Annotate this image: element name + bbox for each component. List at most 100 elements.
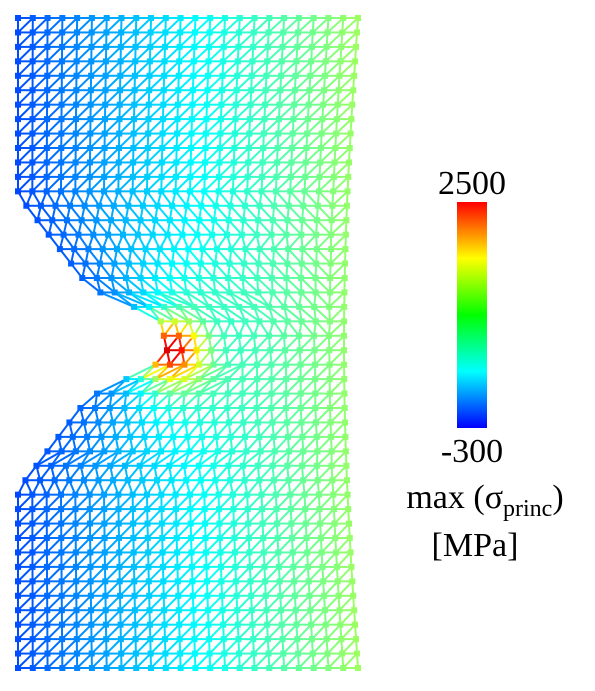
mesh-node: [58, 145, 65, 151]
mesh-edge: [183, 378, 214, 395]
mesh-node: [86, 520, 93, 527]
mesh-node: [86, 491, 93, 498]
mesh-node: [289, 549, 296, 556]
mesh-node: [117, 621, 124, 628]
mesh-node: [231, 535, 238, 541]
mesh-node: [191, 29, 198, 36]
mesh-node: [143, 491, 150, 498]
mesh-node: [123, 390, 130, 397]
mesh-node: [115, 535, 122, 541]
mesh-node: [101, 506, 108, 513]
mesh-node: [146, 607, 153, 614]
mesh-node: [159, 145, 166, 151]
mesh-node: [343, 217, 350, 224]
mesh-node: [113, 246, 120, 253]
mesh-node: [302, 173, 309, 180]
mesh-node: [317, 520, 324, 527]
colorbar-max: 2500: [438, 165, 506, 202]
mesh-node: [29, 650, 36, 657]
mesh-node: [212, 260, 219, 267]
mesh-node: [81, 202, 88, 209]
mesh-edge: [193, 306, 218, 323]
mesh-node: [310, 665, 317, 671]
mesh-node: [158, 506, 165, 513]
mesh-node: [268, 376, 275, 383]
mesh-node: [347, 549, 354, 556]
mesh-node: [320, 101, 327, 108]
mesh-node: [342, 448, 349, 455]
mesh-node: [341, 405, 348, 411]
mesh-node: [284, 318, 291, 325]
mesh-node: [312, 318, 319, 325]
mesh-node: [279, 43, 286, 50]
mesh-edge: [94, 450, 120, 467]
mesh-node: [108, 390, 115, 397]
mesh-node: [250, 636, 257, 643]
mesh-node: [168, 477, 175, 484]
mesh-edge: [253, 306, 275, 323]
mesh-node: [29, 636, 36, 643]
mesh-node: [145, 101, 152, 108]
mesh-node: [330, 188, 337, 195]
mesh-node: [333, 563, 340, 570]
mesh-node: [308, 636, 315, 643]
mesh-node: [297, 275, 304, 281]
mesh-node: [283, 275, 290, 281]
mesh-node: [333, 130, 340, 137]
mesh-node: [88, 636, 95, 643]
mesh-node: [235, 332, 242, 339]
mesh-node: [97, 289, 104, 296]
mesh-node: [248, 607, 255, 614]
mesh-node: [87, 116, 94, 123]
mesh-node: [165, 405, 172, 411]
mesh-node: [169, 202, 176, 209]
mesh-node: [221, 303, 228, 310]
mesh-node: [210, 275, 217, 281]
mesh-node: [87, 101, 94, 108]
mesh-node: [143, 188, 150, 195]
mesh-node: [183, 202, 190, 209]
mesh-node: [254, 390, 261, 397]
mesh-node: [204, 607, 211, 614]
mesh-node: [15, 563, 21, 570]
mesh-node: [259, 173, 266, 180]
mesh-node: [15, 58, 21, 65]
mesh-node: [117, 592, 124, 599]
mesh-node: [144, 520, 151, 527]
mesh-node: [297, 405, 304, 411]
mesh-node: [278, 72, 285, 79]
mesh-node: [203, 101, 210, 108]
mesh-node: [57, 491, 64, 498]
mesh-node: [199, 246, 206, 253]
mesh-node: [166, 462, 173, 469]
mesh-node: [300, 448, 307, 455]
mesh-node: [272, 188, 279, 195]
mesh-node: [44, 87, 51, 94]
mesh-node: [127, 433, 134, 440]
mesh-node: [279, 636, 286, 643]
mesh-node: [299, 462, 306, 469]
mesh-node: [284, 462, 291, 469]
mesh-node: [175, 332, 182, 339]
mesh-node: [87, 592, 94, 599]
mesh-edge: [163, 306, 190, 323]
mesh-node: [176, 303, 183, 310]
mesh-node: [189, 592, 196, 599]
mesh-node: [256, 318, 263, 325]
mesh-edge: [80, 450, 105, 467]
mesh-node: [337, 621, 344, 628]
mesh-edge: [125, 378, 156, 395]
mesh-node: [311, 303, 318, 310]
mesh-node: [327, 289, 334, 296]
mesh-node: [268, 405, 275, 411]
mesh-node: [144, 173, 151, 180]
mesh-node: [88, 72, 95, 79]
mesh-edge: [223, 306, 246, 323]
mesh-node: [106, 405, 113, 411]
mesh-node: [312, 376, 319, 383]
mesh-node: [245, 520, 252, 527]
mesh-node: [58, 58, 65, 65]
mesh-edge: [178, 306, 204, 323]
mesh-node: [158, 520, 165, 527]
mesh-node: [191, 43, 198, 50]
